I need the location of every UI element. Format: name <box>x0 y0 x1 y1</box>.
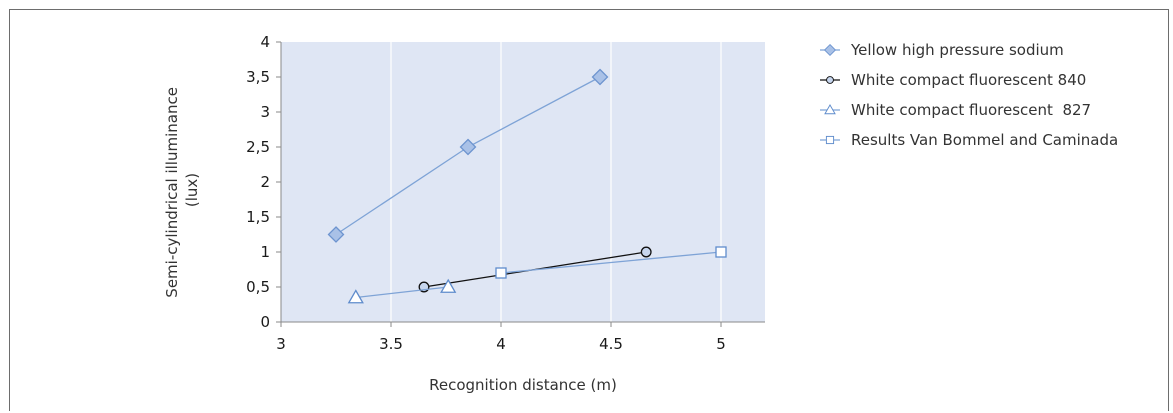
series-triangle <box>347 278 457 304</box>
series-line <box>355 286 449 299</box>
y-tick-label: 2,5 <box>246 138 270 156</box>
legend-label: Yellow high pressure sodium <box>850 41 1064 59</box>
legend-label: Results Van Bommel and Caminada <box>851 131 1118 149</box>
y-tick-label: 3 <box>260 103 270 121</box>
legend: Yellow high pressure sodium White compact… <box>820 41 1118 149</box>
x-tick-label: 4.5 <box>599 335 623 353</box>
legend-marker-circle <box>826 76 834 84</box>
data-point-triangle <box>440 278 457 293</box>
y-tick-label: 1,5 <box>246 208 270 226</box>
x-tick-label: 4 <box>496 335 506 353</box>
y-axis-title-line-1: Semi-cylindrical illuminance <box>163 87 181 298</box>
y-tick-label: 1 <box>260 243 270 261</box>
data-point-diamond <box>591 68 609 86</box>
legend-marker-triangle <box>824 104 836 115</box>
series-line <box>500 251 722 274</box>
series-square <box>495 246 727 279</box>
y-axis-title: Semi-cylindrical illuminance (lux) <box>163 82 201 297</box>
legend-label: White compact fluorescent 827 <box>851 101 1091 119</box>
x-tick-label: 3 <box>276 335 286 353</box>
legend-marker-square <box>825 135 835 145</box>
grid-layer <box>390 42 722 322</box>
y-tick-label: 3,5 <box>246 68 270 86</box>
legend-entry: Yellow high pressure sodium <box>820 41 1064 59</box>
legend-entry: White compact fluorescent 840 <box>820 71 1086 89</box>
data-point-square <box>495 267 507 279</box>
y-tick-label: 0 <box>260 313 270 331</box>
plot-background <box>281 42 765 322</box>
x-tick-label: 3.5 <box>379 335 403 353</box>
y-axis-title-line-2: (lux) <box>183 173 201 207</box>
legend-marker-diamond <box>823 43 837 57</box>
y-tick-label: 0,5 <box>246 278 270 296</box>
data-point-circle <box>640 246 652 258</box>
data-point-triangle <box>347 289 364 304</box>
legend-label: White compact fluorescent 840 <box>851 71 1086 89</box>
data-point-diamond <box>327 226 345 243</box>
legend-entry: White compact fluorescent 827 <box>820 101 1091 119</box>
x-tick-label: 5 <box>716 335 726 353</box>
x-axis-title: Recognition distance (m) <box>429 376 617 394</box>
y-tick-label: 4 <box>260 33 270 51</box>
ticks-layer: 0 0,5 1 1,5 2 2,5 3 3,5 4 3 3.5 4 4.5 5 <box>246 33 726 353</box>
legend-entry: Results Van Bommel and Caminada <box>820 131 1118 149</box>
figure-border <box>9 9 1169 411</box>
y-tick-label: 2 <box>260 173 270 191</box>
data-point-square <box>715 246 727 258</box>
data-point-diamond <box>459 138 477 156</box>
series-diamond <box>327 68 609 243</box>
series-layer <box>327 68 727 304</box>
